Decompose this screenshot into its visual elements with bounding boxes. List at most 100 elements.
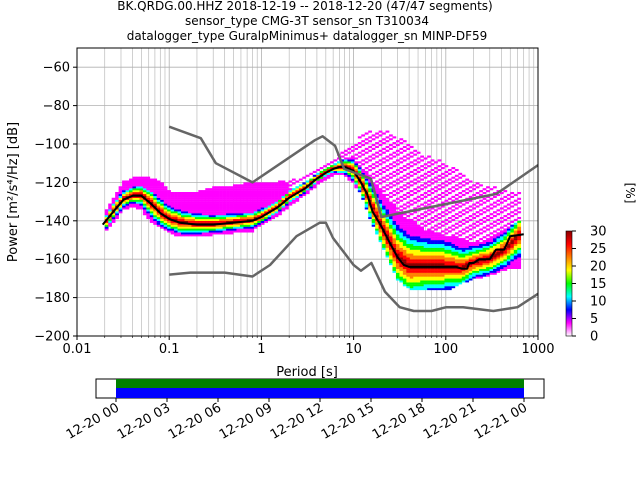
psd-cell — [506, 243, 511, 246]
psd-cell — [458, 247, 463, 250]
psd-cell — [382, 142, 386, 145]
psd-cell — [489, 226, 494, 229]
psd-cell — [486, 186, 490, 189]
psd-cell — [427, 203, 431, 206]
psd-cell — [420, 245, 424, 248]
psd-cell — [465, 178, 470, 181]
psd-cell — [486, 245, 490, 248]
psd-cell — [458, 186, 463, 189]
psd-cell — [149, 197, 154, 200]
psd-cell — [357, 186, 362, 189]
psd-cell — [177, 228, 182, 231]
psd-cell — [364, 157, 369, 160]
psd-cell — [354, 168, 359, 172]
psd-cell — [420, 226, 424, 229]
psd-cell — [458, 276, 463, 279]
psd-cell — [212, 230, 216, 233]
psd-cell — [465, 259, 470, 262]
psd-cell — [149, 182, 154, 185]
psd-cell — [222, 211, 227, 214]
psd-cell — [493, 234, 497, 237]
psd-cell — [257, 201, 262, 204]
psd-cell — [468, 218, 473, 221]
psd-cell — [413, 253, 418, 256]
psd-cell — [503, 268, 508, 271]
psd-cell — [170, 192, 175, 195]
psd-cell — [371, 199, 376, 202]
psd-cell — [205, 192, 210, 195]
psd-cell — [409, 253, 414, 256]
psd-cell — [215, 190, 220, 193]
psd-cell — [382, 197, 386, 200]
psd-cell — [156, 192, 161, 195]
psd-cell — [222, 207, 227, 210]
psd-cell — [382, 151, 386, 154]
psd-cell — [378, 240, 383, 243]
psd-cell — [382, 238, 386, 241]
psd-cell — [233, 186, 237, 189]
psd-cell — [378, 236, 383, 239]
psd-cell — [129, 182, 133, 185]
psd-cell — [191, 228, 196, 231]
psd-cell — [413, 211, 418, 214]
psd-cell — [423, 201, 428, 204]
psd-cell — [257, 220, 262, 223]
psd-cell — [198, 226, 203, 229]
psd-cell — [271, 216, 275, 220]
psd-cell — [395, 232, 400, 235]
psd-cell — [236, 222, 241, 225]
psd-cell — [496, 209, 501, 212]
psd-cell — [479, 253, 483, 256]
psd-cell — [517, 230, 522, 233]
psd-cell — [506, 216, 511, 220]
psd-cell — [142, 207, 147, 210]
psd-cell — [264, 182, 268, 185]
psd-cell — [420, 257, 424, 260]
psd-cell — [447, 274, 452, 277]
psd-cell — [451, 170, 456, 173]
psd-cell — [357, 190, 362, 193]
psd-cell — [458, 201, 463, 204]
psd-cell — [489, 268, 494, 271]
psd-cell — [108, 218, 112, 221]
psd-cell — [416, 276, 421, 279]
psd-cell — [153, 190, 158, 193]
psd-cell — [170, 216, 175, 220]
psd-cell — [208, 211, 213, 214]
psd-cell — [486, 253, 490, 256]
psd-cell — [260, 211, 265, 214]
psd-cell — [219, 211, 223, 214]
psd-cell — [486, 251, 490, 254]
psd-cell — [371, 134, 376, 137]
psd-cell — [177, 203, 182, 206]
psd-cell — [253, 211, 258, 214]
psd-cell — [153, 184, 158, 187]
psd-cell — [233, 216, 237, 220]
psd-cell — [375, 151, 379, 154]
psd-cell — [215, 228, 220, 231]
psd-cell — [243, 197, 248, 200]
psd-cell — [139, 192, 144, 195]
psd-cell — [451, 261, 456, 264]
psd-cell — [437, 251, 442, 254]
psd-cell — [437, 213, 442, 216]
psd-cell — [257, 197, 262, 200]
psd-cell — [423, 234, 428, 237]
psd-cell — [468, 255, 473, 258]
psd-cell — [371, 167, 376, 170]
psd-cell — [309, 172, 314, 175]
psd-cell — [364, 186, 369, 189]
psd-cell — [184, 201, 189, 204]
psd-cell — [212, 207, 216, 210]
psd-cell — [444, 249, 449, 252]
psd-cell — [222, 203, 227, 206]
psd-cell — [357, 151, 362, 154]
psd-cell — [350, 149, 355, 152]
psd-cell — [451, 167, 456, 170]
psd-cell — [184, 224, 189, 227]
psd-cell — [135, 176, 140, 179]
psd-cell — [430, 251, 435, 254]
psd-cell — [233, 207, 237, 210]
psd-cell — [191, 216, 196, 220]
psd-cell — [139, 184, 144, 187]
